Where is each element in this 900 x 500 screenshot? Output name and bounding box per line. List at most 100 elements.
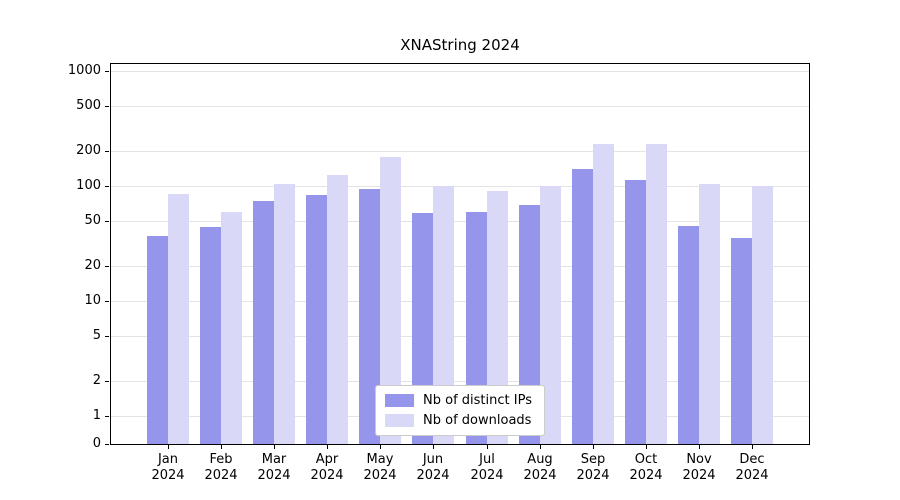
bar-may-downloads: [380, 157, 401, 444]
x-tick-month: Apr: [315, 452, 339, 467]
x-tick-mark-may: [380, 445, 381, 449]
gridline-500: [111, 106, 809, 107]
bar-aug-downloads: [540, 186, 561, 444]
legend-item-ips: Nb of distinct IPs: [385, 393, 532, 408]
bar-nov-downloads: [699, 184, 720, 444]
x-tick-year: 2024: [363, 468, 397, 483]
y-tick-mark-20: [105, 266, 109, 267]
x-tick-mark-oct: [646, 445, 647, 449]
x-tick-label-sep: Sep 2024: [569, 452, 617, 484]
legend-label-downloads: Nb of downloads: [423, 413, 532, 428]
gridline-100: [111, 186, 809, 187]
bar-dec-ips: [731, 238, 752, 444]
x-tick-label-apr: Apr 2024: [303, 452, 351, 484]
y-tick-label-5: 5: [92, 328, 101, 343]
x-tick-year: 2024: [416, 468, 450, 483]
x-tick-label-aug: Aug 2024: [516, 452, 564, 484]
x-tick-mark-aug: [540, 445, 541, 449]
gridline-20: [111, 266, 809, 267]
x-tick-mark-sep: [593, 445, 594, 449]
bar-apr-downloads: [327, 175, 348, 444]
x-tick-label-nov: Nov 2024: [675, 452, 723, 484]
x-tick-mark-jul: [487, 445, 488, 449]
bar-jul-downloads: [487, 191, 508, 444]
bar-jan-ips: [147, 236, 168, 444]
plot-area: Nb of distinct IPs Nb of downloads: [110, 63, 810, 445]
x-tick-month: Dec: [739, 452, 765, 467]
x-tick-label-dec: Dec 2024: [728, 452, 776, 484]
bar-nov-ips: [678, 226, 699, 444]
y-tick-label-1000: 1000: [67, 63, 101, 78]
y-tick-label-20: 20: [84, 258, 101, 273]
y-tick-mark-1000: [105, 71, 109, 72]
x-tick-label-may: May 2024: [356, 452, 404, 484]
x-tick-label-jul: Jul 2024: [463, 452, 511, 484]
bar-feb-downloads: [221, 212, 242, 444]
bar-oct-downloads: [646, 144, 667, 444]
x-tick-year: 2024: [151, 468, 185, 483]
y-tick-label-200: 200: [76, 143, 101, 158]
x-tick-month: Jan: [157, 452, 179, 467]
x-tick-year: 2024: [629, 468, 663, 483]
x-tick-year: 2024: [204, 468, 238, 483]
bar-feb-ips: [200, 227, 221, 444]
bar-aug-ips: [519, 205, 540, 444]
bar-jan-downloads: [168, 194, 189, 444]
bar-sep-downloads: [593, 144, 614, 444]
gridline-1000: [111, 71, 809, 72]
x-tick-mark-dec: [752, 445, 753, 449]
legend-label-ips: Nb of distinct IPs: [423, 393, 532, 408]
x-tick-month: Mar: [261, 452, 287, 467]
y-tick-mark-0: [105, 444, 109, 445]
x-tick-mark-feb: [221, 445, 222, 449]
y-tick-mark-2: [105, 381, 109, 382]
x-tick-year: 2024: [310, 468, 344, 483]
x-tick-year: 2024: [735, 468, 769, 483]
y-tick-label-50: 50: [84, 213, 101, 228]
x-tick-label-jan: Jan 2024: [144, 452, 192, 484]
legend-swatch-ips: [385, 394, 415, 407]
x-tick-month: Oct: [634, 452, 658, 467]
x-tick-month: Jul: [479, 452, 495, 467]
y-tick-mark-500: [105, 106, 109, 107]
x-tick-month: Aug: [527, 452, 553, 467]
y-tick-mark-10: [105, 301, 109, 302]
x-tick-label-jun: Jun 2024: [409, 452, 457, 484]
x-tick-month: Jun: [422, 452, 444, 467]
x-tick-year: 2024: [523, 468, 557, 483]
x-tick-year: 2024: [257, 468, 291, 483]
bar-apr-ips: [306, 195, 327, 444]
y-tick-mark-200: [105, 151, 109, 152]
y-tick-mark-50: [105, 221, 109, 222]
y-tick-label-100: 100: [76, 178, 101, 193]
legend: Nb of distinct IPs Nb of downloads: [375, 385, 545, 436]
y-tick-label-0: 0: [92, 436, 101, 451]
gridline-10: [111, 301, 809, 302]
y-tick-mark-5: [105, 336, 109, 337]
y-tick-label-10: 10: [84, 293, 101, 308]
bar-sep-ips: [572, 169, 593, 444]
gridline-5: [111, 336, 809, 337]
bar-dec-downloads: [752, 186, 773, 444]
bar-mar-downloads: [274, 184, 295, 444]
x-tick-month: Sep: [580, 452, 606, 467]
x-tick-year: 2024: [682, 468, 716, 483]
bar-may-ips: [359, 189, 380, 444]
chart-title: XNAString 2024: [400, 36, 520, 54]
x-tick-month: Nov: [686, 452, 712, 467]
y-tick-label-500: 500: [76, 98, 101, 113]
x-tick-mark-apr: [327, 445, 328, 449]
x-tick-year: 2024: [470, 468, 504, 483]
bar-jun-downloads: [433, 186, 454, 444]
x-tick-label-mar: Mar 2024: [250, 452, 298, 484]
x-tick-month: Feb: [209, 452, 233, 467]
x-tick-mark-jan: [168, 445, 169, 449]
legend-swatch-downloads: [385, 414, 415, 427]
x-tick-month: May: [366, 452, 394, 467]
gridline-50: [111, 221, 809, 222]
bar-mar-ips: [253, 201, 274, 444]
x-tick-mark-mar: [274, 445, 275, 449]
x-tick-mark-nov: [699, 445, 700, 449]
gridline-200: [111, 151, 809, 152]
